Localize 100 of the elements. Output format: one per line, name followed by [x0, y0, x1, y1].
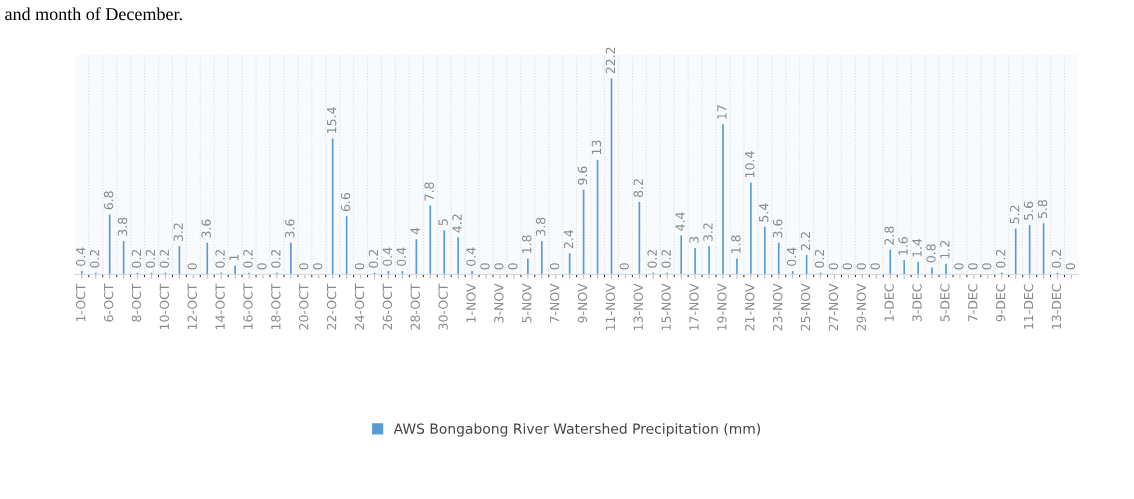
x-tick-label: 15-NOV [661, 283, 671, 331]
x-tick-label: 9-DEC [995, 284, 1006, 322]
data-label: 1.4 [912, 238, 922, 257]
data-label: 0.4 [786, 247, 797, 266]
data-label: 3.2 [703, 223, 713, 242]
x-tick-label: 13-DEC [1051, 284, 1062, 329]
data-label: 0 [480, 263, 490, 270]
data-label: 3.6 [201, 219, 211, 238]
x-tick-label: 18-OCT [271, 283, 281, 330]
data-label: 0.2 [271, 249, 281, 268]
data-label: 0 [968, 263, 978, 270]
x-tick-label: 9-NOV [577, 283, 588, 323]
x-tick-label: 3-NOV [494, 283, 504, 323]
x-tick-label: 12-OCT [187, 283, 197, 330]
data-label: 0 [856, 263, 867, 270]
data-label: 0 [619, 263, 630, 270]
x-tick-label: 5-DEC [940, 284, 950, 322]
data-label: 0.2 [89, 249, 100, 268]
x-tick-label: 22-OCT [326, 283, 337, 330]
x-tick-label: 1-NOV [466, 283, 476, 323]
data-label: 0 [954, 263, 964, 270]
x-tick-label: 11-DEC [1023, 284, 1034, 329]
x-tick-label: 27-NOV [828, 283, 839, 331]
data-label: 0.4 [466, 247, 476, 266]
x-tick-label: 1-DEC [884, 284, 894, 321]
x-tick-label: 28-OCT [410, 283, 420, 330]
data-label: 7.8 [424, 182, 434, 201]
data-label: 0 [549, 263, 560, 270]
data-label: 0.2 [661, 249, 671, 268]
x-tick-label: 8-OCT [131, 283, 142, 322]
data-label: 0.2 [215, 249, 225, 268]
text: and month of December. [5, 7, 182, 21]
x-tick-label: 30-OCT [438, 283, 448, 330]
x-tick-label: 16-OCT [243, 283, 253, 330]
data-label: 13 [591, 140, 602, 155]
data-label: 0.2 [368, 249, 379, 268]
x-tick-label: 11-NOV [605, 283, 616, 331]
data-label: 15.4 [327, 107, 337, 133]
data-label: 0.8 [926, 244, 936, 263]
data-label: 0 [508, 263, 518, 270]
data-label: 0 [982, 263, 992, 270]
data-label: 17 [717, 105, 727, 119]
data-label: 8.2 [633, 179, 643, 198]
x-tick-label: 10-OCT [159, 283, 170, 330]
x-tick-label: 26-OCT [382, 283, 393, 330]
data-label: 0.2 [243, 249, 253, 268]
x-tick-label: 20-OCT [299, 283, 309, 330]
data-label: 1.8 [731, 235, 741, 254]
data-label: 6.8 [103, 191, 114, 210]
data-label: 0.4 [75, 247, 86, 266]
data-label: 3 [689, 236, 699, 243]
data-label: 5.6 [1023, 201, 1034, 220]
data-label: 0 [312, 263, 323, 270]
data-label: 10.4 [745, 151, 755, 178]
legend-label: AWS Bongabong River Watershed Precipitation (mm) [393, 423, 761, 437]
x-tick-label: 1-OCT [75, 283, 86, 322]
data-label: 1.2 [940, 241, 950, 259]
data-label: 3.6 [285, 219, 295, 238]
data-label: 5.8 [1037, 200, 1048, 219]
data-label: 0 [828, 263, 839, 270]
data-label: 2.2 [800, 232, 811, 250]
data-label: 0.2 [814, 249, 825, 268]
data-label: 0 [1065, 263, 1076, 270]
data-label: 0.2 [647, 249, 657, 268]
data-label: 0.2 [1051, 249, 1062, 268]
x-tick-label: 5-NOV [522, 283, 532, 323]
x-tick-label: 7-NOV [549, 283, 560, 323]
data-label: 1.8 [522, 235, 532, 254]
data-label: 2.8 [884, 226, 894, 245]
data-label: 0 [870, 263, 880, 270]
data-label: 0.2 [995, 249, 1006, 268]
x-tick-label: 6-OCT [103, 283, 114, 322]
data-label: 2.4 [563, 229, 574, 249]
data-label: 4.4 [675, 212, 685, 231]
data-label: 5 [438, 219, 448, 226]
data-label: 3.8 [535, 217, 546, 236]
data-label: 3.2 [173, 223, 184, 242]
data-label: 5.2 [1009, 205, 1020, 224]
x-tick-label: 24-OCT [354, 283, 365, 330]
x-tick-label: 7-DEC [968, 284, 978, 322]
data-label: 9.6 [577, 166, 588, 185]
x-tick-label: 14-OCT [215, 283, 225, 330]
data-label: 4 [410, 227, 420, 235]
data-label: 0.4 [382, 247, 393, 266]
data-label: 0.4 [396, 247, 407, 266]
data-label: 4.2 [452, 214, 462, 233]
data-label: 3.6 [772, 219, 783, 238]
data-label: 0 [187, 263, 197, 270]
data-label: 5.4 [759, 203, 769, 222]
data-label: 0 [257, 263, 267, 270]
x-tick-label: 3-DEC [912, 284, 922, 322]
data-label: 0 [354, 263, 365, 270]
data-label: 0 [842, 263, 853, 270]
data-label: 0 [299, 263, 309, 270]
data-label: 22.2 [605, 47, 615, 74]
data-label: 6.6 [340, 192, 351, 212]
data-label: 3.8 [117, 217, 128, 236]
data-label: 0 [494, 263, 504, 270]
data-label: 0.2 [159, 249, 170, 268]
x-tick-label: 25-NOV [800, 283, 811, 331]
